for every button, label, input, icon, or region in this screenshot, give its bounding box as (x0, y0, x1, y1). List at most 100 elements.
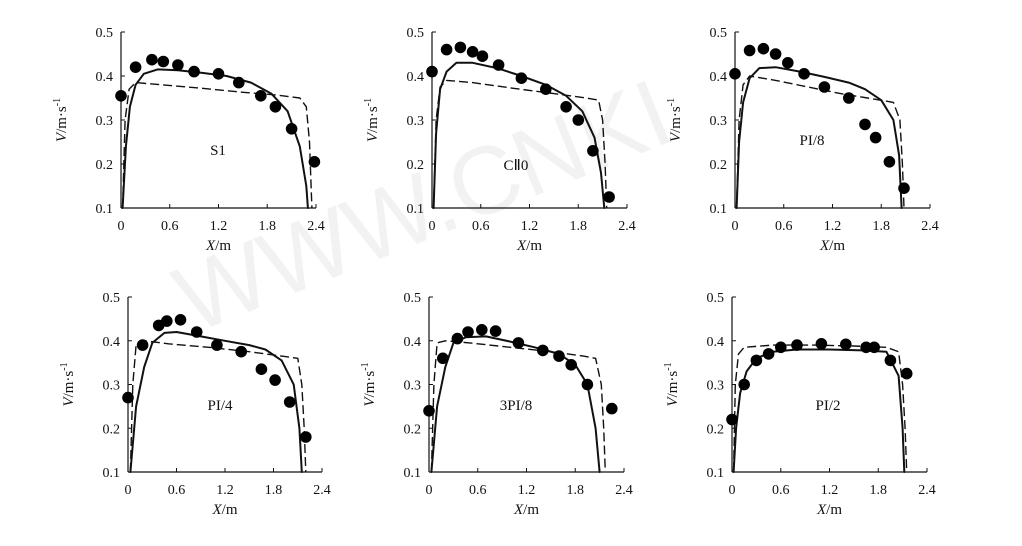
y-tick-label: 0.4 (707, 335, 725, 350)
x-axis-label: X/m (205, 238, 231, 254)
measured-point (115, 90, 127, 102)
y-axis-exponent: -1 (59, 362, 70, 370)
measured-point (537, 344, 549, 357)
x-axis-variable: X (819, 238, 830, 254)
x-axis-variable: X (516, 238, 527, 254)
measured-point (462, 326, 474, 338)
panel-6: 0.1 0.2 0.3 0.4 0.5 0 0.6 1.2 1.8 2.4 X/m V/m·s-1 PI… (663, 291, 936, 518)
measured-point (476, 324, 488, 336)
measured-point (308, 156, 321, 168)
y-tick-label: 0.4 (407, 70, 425, 85)
y-axis-unit: /m·s (54, 106, 70, 133)
measured-point (606, 402, 618, 415)
measured-point (869, 131, 882, 144)
x-tick-label: 1.8 (870, 483, 888, 498)
measured-point (283, 396, 296, 408)
y-tick-label: 0.4 (103, 335, 121, 350)
panel-5: 0.1 0.2 0.3 0.4 0.5 0 0.6 1.2 1.8 2.4 X/m V/m·s-1 3P… (360, 291, 633, 518)
measured-point (451, 332, 464, 345)
y-axis-variable: V (668, 131, 684, 142)
measured-point (743, 44, 756, 57)
measured-point (603, 191, 615, 203)
x-tick-label: 0 (732, 219, 739, 234)
measured-point (233, 76, 245, 89)
x-tick-label: 1.8 (567, 483, 585, 498)
y-tick-label: 0.2 (404, 422, 422, 437)
y-axis-unit: /m·s (365, 106, 381, 133)
dashed-curve (430, 340, 606, 473)
x-tick-label: 0.6 (469, 483, 487, 498)
measured-point (188, 65, 200, 78)
measured-point (122, 391, 134, 404)
x-tick-label: 0 (118, 219, 125, 234)
y-tick-label: 0.5 (707, 291, 725, 306)
y-tick-label: 0.2 (103, 422, 121, 437)
measured-point (235, 345, 247, 358)
x-tick-label: 2.4 (307, 219, 325, 234)
x-tick-label: 1.2 (521, 219, 539, 234)
y-axis-exponent: -1 (52, 98, 63, 106)
measured-point (581, 378, 594, 391)
panel-label: S1 (210, 143, 226, 159)
measured-point (255, 363, 268, 376)
dashed-curve (732, 344, 908, 473)
measured-point (553, 350, 565, 362)
y-axis-exponent: -1 (666, 98, 677, 106)
y-tick-label: 0.5 (96, 26, 114, 41)
measured-point (884, 354, 897, 367)
measured-point (726, 413, 738, 426)
measured-point (900, 367, 913, 380)
dashed-curve (121, 81, 313, 209)
y-tick-label: 0.4 (404, 335, 422, 350)
measured-point (560, 101, 572, 113)
x-axis-variable: X (205, 238, 216, 254)
measured-point (476, 50, 489, 62)
measured-point (512, 337, 525, 349)
measured-point (269, 374, 281, 386)
x-tick-label: 1.2 (824, 219, 842, 234)
measured-point (285, 123, 298, 135)
measured-point (565, 359, 577, 371)
measured-point (190, 326, 203, 338)
measured-point (540, 83, 552, 95)
measured-point (515, 72, 528, 84)
measured-point (898, 182, 910, 194)
measured-point (300, 431, 312, 443)
y-tick-label: 0.1 (407, 202, 425, 217)
y-tick-label: 0.2 (710, 158, 728, 173)
y-axis-exponent: -1 (363, 98, 374, 106)
x-tick-label: 2.4 (618, 219, 636, 234)
measured-point (440, 43, 453, 56)
y-tick-label: 0.3 (710, 114, 728, 129)
x-axis-label: X/m (211, 502, 237, 518)
measured-point (157, 55, 170, 68)
y-tick-label: 0.1 (707, 466, 725, 481)
y-axis-label: V/m·s-1 (360, 362, 378, 406)
x-tick-label: 1.2 (518, 483, 536, 498)
measured-point (769, 48, 782, 60)
measured-point (757, 42, 770, 55)
y-axis-unit: /m·s (362, 371, 378, 398)
y-tick-label: 0.3 (404, 379, 422, 394)
measured-point (843, 92, 855, 104)
measured-point (750, 354, 763, 367)
y-axis-variable: V (362, 396, 378, 407)
measured-point (782, 57, 794, 69)
measured-point (868, 341, 880, 354)
measured-point (791, 339, 803, 351)
x-tick-label: 2.4 (918, 483, 936, 498)
x-tick-label: 1.8 (265, 483, 283, 498)
x-axis-label: X/m (516, 238, 542, 254)
y-axis-unit: /m·s (61, 371, 77, 398)
measured-point (587, 145, 599, 157)
solid-curve (432, 61, 606, 209)
panel-label: PI/8 (799, 133, 824, 149)
x-axis-unit: /m (826, 502, 842, 518)
y-axis-variable: V (365, 131, 381, 142)
y-tick-label: 0.3 (96, 114, 114, 129)
y-tick-label: 0.1 (96, 202, 114, 217)
measured-point (775, 341, 787, 354)
y-tick-label: 0.4 (96, 70, 114, 85)
y-tick-label: 0.5 (404, 291, 422, 306)
x-tick-label: 2.4 (313, 483, 331, 498)
